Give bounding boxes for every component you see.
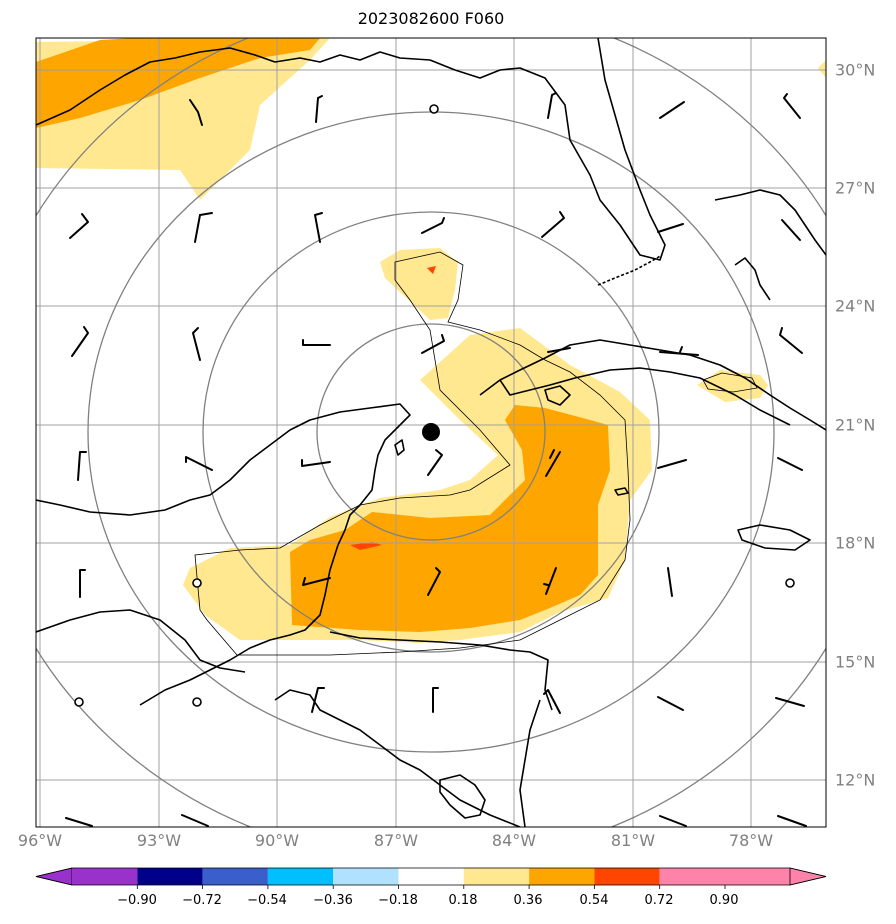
figure-title: 2023082600 F060: [357, 9, 505, 28]
colorbar-segment: [463, 868, 530, 885]
lat-label-18n: 18°N: [835, 533, 876, 553]
colorbar-segment: [594, 868, 660, 885]
lat-label-30n: 30°N: [835, 60, 876, 80]
colorbar-tick-label: 0.54: [579, 893, 609, 908]
colorbar-segment: [529, 868, 595, 885]
contour-outline: [194, 251, 758, 656]
lon-label-81w: 81°W: [610, 831, 656, 850]
colorbar-tick-label: −0.90: [117, 893, 157, 908]
lat-label-21n: 21°N: [835, 415, 876, 435]
lon-label-93w: 93°W: [136, 831, 182, 850]
colorbar-tick-label: −0.72: [182, 893, 222, 908]
colorbar-segment: [267, 868, 334, 885]
lat-lon-grid: [36, 38, 826, 827]
calm-wind-circles: [74, 104, 795, 707]
lat-label-15n: 15°N: [835, 652, 876, 672]
colorbar: [35, 867, 827, 889]
colorbar-tick-label: −0.36: [313, 893, 353, 908]
colorbar-tick-label: 0.90: [709, 893, 739, 908]
shaded-field-orange: [36, 38, 610, 632]
colorbar-tick-label: 0.18: [448, 893, 478, 908]
lat-label-27n: 27°N: [835, 178, 876, 198]
coastlines: [36, 38, 826, 827]
colorbar-extend-low: [35, 867, 73, 886]
colorbar-tick-label: 0.36: [513, 893, 543, 908]
storm-center-marker: [422, 423, 440, 441]
colorbar-outline: [35, 867, 827, 886]
colorbar-tick-label: −0.18: [378, 893, 418, 908]
map-frame: [35, 37, 827, 828]
colorbar-segment: [398, 868, 464, 885]
colorbar-segment: [137, 868, 203, 885]
lat-label-24n: 24°N: [835, 296, 876, 316]
colorbar-segment: [333, 868, 399, 885]
lat-label-12n: 12°N: [835, 770, 876, 790]
colorbar-segment: [72, 868, 138, 885]
colorbar-segment: [202, 868, 268, 885]
shaded-field-red: [350, 266, 436, 550]
lon-label-96w: 96°W: [17, 831, 63, 850]
lon-label-87w: 87°W: [373, 831, 419, 850]
lon-label-90w: 90°W: [254, 831, 300, 850]
lon-label-84w: 84°W: [491, 831, 537, 850]
colorbar-tick-label: 0.72: [644, 893, 674, 908]
lon-label-78w: 78°W: [728, 831, 774, 850]
colorbar-segment: [659, 868, 790, 885]
wind-barbs: [65, 92, 807, 827]
colorbar-tick-label: −0.54: [247, 893, 287, 908]
colorbar-extend-high: [789, 867, 827, 886]
